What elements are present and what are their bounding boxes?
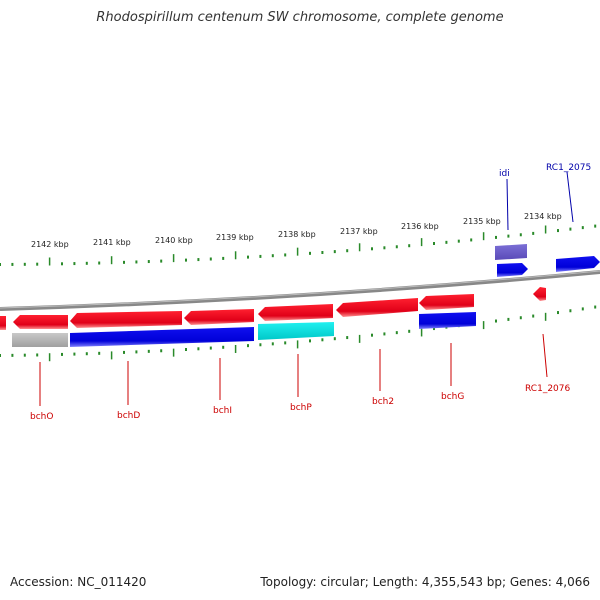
scale-labels: 2142 kbp 2141 kbp 2140 kbp 2139 kbp 2138…: [31, 212, 562, 249]
chromosome-backbone: [0, 270, 600, 311]
map-title: Rhodospirillum centenum SW chromosome, c…: [96, 10, 504, 25]
scale-label: 2135 kbp: [463, 217, 501, 226]
scale-ticks-upper: [0, 224, 597, 266]
gene-block-reverse[interactable]: [70, 327, 254, 347]
leader-lines: [39, 171, 574, 406]
gene-arrow-forward[interactable]: [0, 316, 6, 330]
scale-label: 2134 kbp: [524, 212, 562, 221]
topology-summary: Topology: circular; Length: 4,355,543 bp…: [260, 575, 590, 589]
gene-label-bchG[interactable]: bchG: [441, 392, 464, 402]
gene-label-RC1_2076[interactable]: RC1_2076: [525, 384, 570, 394]
scale-label: 2140 kbp: [155, 236, 193, 245]
scale-label: 2142 kbp: [31, 240, 69, 249]
scale-label: 2141 kbp: [93, 238, 131, 247]
gene-labels: bchO bchD bchI bchP bch2 bchG RC1_2076 i…: [30, 163, 591, 422]
gene-arrow-forward[interactable]: [184, 309, 254, 325]
gene-arrow-forward[interactable]: [419, 294, 474, 310]
gene-arrow-forward[interactable]: [13, 315, 68, 329]
gene-label-bch2[interactable]: bch2: [372, 397, 394, 407]
scale-label: 2137 kbp: [340, 227, 378, 236]
accession-text: Accession: NC_011420: [10, 575, 147, 589]
scale-label: 2136 kbp: [401, 222, 439, 231]
gene-arrow-forward[interactable]: [70, 311, 182, 328]
reverse-genes: [12, 312, 476, 347]
gene-label-bchI[interactable]: bchI: [213, 406, 232, 416]
scale-label: 2139 kbp: [216, 233, 254, 242]
gene-label-bchP[interactable]: bchP: [290, 403, 312, 413]
gene-arrow-reverse[interactable]: [556, 256, 600, 272]
gene-block-purple[interactable]: [495, 244, 527, 260]
scale-label: 2138 kbp: [278, 230, 316, 239]
gene-arrow-forward[interactable]: [336, 298, 418, 317]
gene-label-RC1_2075[interactable]: RC1_2075: [546, 163, 591, 173]
forward-genes: [0, 287, 546, 330]
gene-block-gray[interactable]: [12, 333, 68, 347]
gene-arrow-forward[interactable]: [258, 304, 333, 321]
gene-block-cyan[interactable]: [258, 322, 334, 340]
gene-label-bchD[interactable]: bchD: [117, 411, 140, 421]
gene-arrow-forward[interactable]: [533, 287, 546, 301]
right-genes: [495, 244, 600, 277]
gene-block-reverse[interactable]: [419, 312, 476, 329]
gene-arrow-reverse[interactable]: [497, 263, 528, 277]
gene-label-idi[interactable]: idi: [499, 169, 510, 179]
gene-label-bchO[interactable]: bchO: [30, 412, 53, 422]
chromosome-backbone-highlight: [0, 270, 600, 309]
